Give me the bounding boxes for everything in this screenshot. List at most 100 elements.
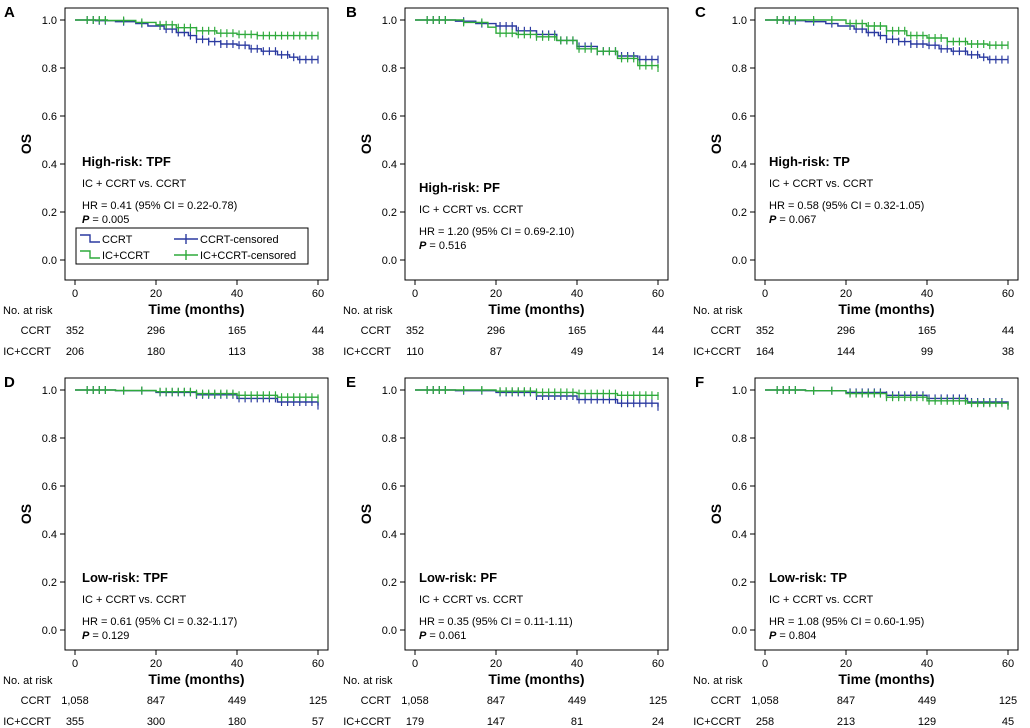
y-tick-label: 0.6 — [382, 481, 397, 493]
risk-count: 296 — [487, 325, 505, 337]
p-symbol: P — [82, 630, 90, 642]
y-tick-label: 0.2 — [382, 207, 397, 219]
legend-box — [75, 227, 309, 265]
risk-count: 44 — [1002, 325, 1014, 337]
x-tick-label: 60 — [652, 288, 664, 300]
risk-row-label: IC+CCRT — [343, 716, 391, 728]
risk-count: 213 — [837, 716, 855, 728]
km-curve-ic-ccrt — [415, 389, 659, 396]
y-tick-label: 0.6 — [42, 111, 57, 123]
x-tick-label: 60 — [312, 658, 324, 670]
annotation-comparison: IC + CCRT vs. CCRT — [82, 594, 186, 606]
y-axis-title: OS — [18, 134, 34, 154]
plot-frame — [404, 377, 669, 651]
y-axis-title: OS — [358, 134, 374, 154]
x-tick-label: 0 — [412, 288, 418, 300]
y-tick-label: 0.6 — [732, 481, 747, 493]
annotation-p-value: P = 0.067 — [769, 214, 816, 226]
legend-label: CCRT — [102, 234, 133, 246]
legend: CCRT CCRT-censored IC+CCRT IC+CCRT-censored — [75, 227, 309, 265]
risk-count: 81 — [571, 716, 583, 728]
annotation-hr: HR = 1.08 (95% CI = 0.60-1.95) — [769, 616, 924, 628]
panel-letter: F — [695, 374, 704, 391]
annotation-title: Low-risk: TPF — [82, 570, 168, 585]
y-tick-label: 0.8 — [382, 433, 397, 445]
x-tick-label: 60 — [1002, 658, 1014, 670]
risk-count: 99 — [921, 346, 933, 358]
risk-count: 129 — [918, 716, 936, 728]
annotation-comparison: IC + CCRT vs. CCRT — [419, 594, 523, 606]
annotation-p-value: P = 0.516 — [419, 240, 466, 252]
panel-letter: E — [346, 374, 356, 391]
risk-count: 24 — [652, 716, 664, 728]
p-value-text: = 0.516 — [426, 240, 466, 252]
risk-count: 296 — [837, 325, 855, 337]
y-tick-label: 0.0 — [732, 625, 747, 637]
km-panel-c: C 0.0 0.2 0.4 0.6 0.8 1.0 0 20 40 60 OS Time (months… — [693, 4, 1019, 358]
risk-count: 147 — [487, 716, 505, 728]
km-panel-d: D 0.0 0.2 0.4 0.6 0.8 1.0 0 20 40 60 OS Time (months… — [3, 374, 329, 728]
x-axis-title: Time (months) — [838, 671, 934, 687]
annotation-hr: HR = 0.58 (95% CI = 0.32-1.05) — [769, 200, 924, 212]
x-tick-label: 0 — [412, 658, 418, 670]
risk-count: 125 — [999, 695, 1017, 707]
x-tick-label: 40 — [231, 288, 243, 300]
legend-curve-glyph — [80, 250, 100, 259]
risk-count: 847 — [837, 695, 855, 707]
y-tick-label: 0.4 — [732, 159, 747, 171]
annotation-hr: HR = 1.20 (95% CI = 0.69-2.10) — [419, 226, 574, 238]
x-axis-title: Time (months) — [838, 301, 934, 317]
risk-row-label: IC+CCRT — [3, 716, 51, 728]
x-tick-label: 60 — [652, 658, 664, 670]
risk-count: 180 — [228, 716, 246, 728]
y-tick-label: 1.0 — [732, 15, 747, 27]
x-tick-label: 20 — [490, 288, 502, 300]
annotation-comparison: IC + CCRT vs. CCRT — [769, 594, 873, 606]
risk-row-label: IC+CCRT — [693, 346, 741, 358]
risk-count: 125 — [309, 695, 327, 707]
y-tick-label: 0.4 — [382, 529, 397, 541]
risk-count: 38 — [1002, 346, 1014, 358]
p-symbol: P — [419, 630, 427, 642]
risk-count: 125 — [649, 695, 667, 707]
km-panel-e: E 0.0 0.2 0.4 0.6 0.8 1.0 0 20 40 60 OS Time (months… — [343, 374, 669, 728]
p-value-text: = 0.804 — [776, 630, 816, 642]
x-tick-label: 20 — [150, 288, 162, 300]
x-tick-label: 20 — [490, 658, 502, 670]
x-tick-label: 0 — [72, 288, 78, 300]
plot-frame — [404, 7, 669, 281]
risk-count: 165 — [568, 325, 586, 337]
plot-frame — [64, 7, 329, 281]
y-tick-label: 0.0 — [382, 255, 397, 267]
x-tick-label: 60 — [312, 288, 324, 300]
risk-count: 449 — [568, 695, 586, 707]
x-tick-label: 40 — [921, 658, 933, 670]
y-tick-label: 0.0 — [382, 625, 397, 637]
risk-count: 87 — [490, 346, 502, 358]
y-tick-label: 0.0 — [732, 255, 747, 267]
risk-count: 165 — [918, 325, 936, 337]
y-tick-label: 0.0 — [42, 625, 57, 637]
y-tick-label: 0.6 — [42, 481, 57, 493]
y-tick-label: 0.8 — [42, 433, 57, 445]
risk-count: 38 — [312, 346, 324, 358]
risk-table-title: No. at risk — [3, 675, 53, 687]
p-symbol: P — [769, 214, 777, 226]
y-tick-label: 0.4 — [42, 159, 57, 171]
annotation-title: High-risk: TP — [769, 154, 850, 169]
annotation-p-value: P = 0.005 — [82, 214, 129, 226]
annotation-comparison: IC + CCRT vs. CCRT — [769, 178, 873, 190]
plot-frame — [64, 377, 329, 651]
x-tick-label: 40 — [571, 288, 583, 300]
annotation-p-value: P = 0.129 — [82, 630, 129, 642]
x-tick-label: 40 — [921, 288, 933, 300]
y-tick-label: 0.2 — [42, 577, 57, 589]
risk-count: 1,058 — [401, 695, 429, 707]
y-tick-label: 0.8 — [732, 433, 747, 445]
risk-count: 1,058 — [751, 695, 779, 707]
risk-table-title: No. at risk — [343, 305, 393, 317]
y-tick-label: 0.4 — [42, 529, 57, 541]
panel-letter: D — [4, 374, 15, 391]
risk-count: 1,058 — [61, 695, 89, 707]
risk-count: 110 — [406, 346, 424, 358]
